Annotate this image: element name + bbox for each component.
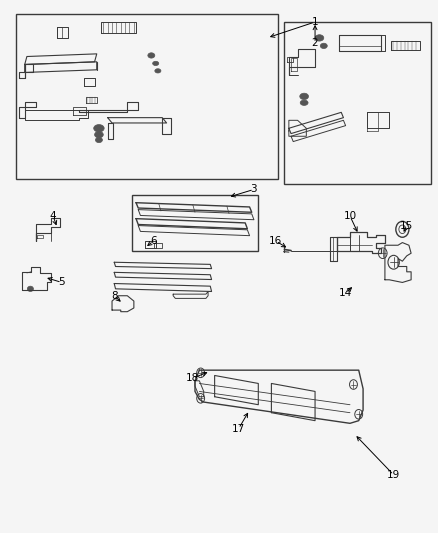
Ellipse shape: [27, 286, 33, 292]
Bar: [132, 195, 258, 251]
Text: 2: 2: [312, 38, 318, 48]
Ellipse shape: [95, 132, 103, 138]
Text: 3: 3: [251, 184, 257, 195]
Ellipse shape: [320, 43, 327, 49]
Ellipse shape: [94, 125, 104, 132]
Text: 14: 14: [339, 288, 352, 298]
Bar: [16, 14, 278, 179]
Ellipse shape: [300, 93, 308, 100]
Ellipse shape: [315, 35, 324, 41]
Text: 1: 1: [312, 17, 318, 27]
Text: 10: 10: [343, 211, 357, 221]
Bar: [285, 22, 431, 184]
Text: 15: 15: [400, 221, 413, 231]
Ellipse shape: [152, 61, 159, 66]
Text: 18: 18: [186, 373, 199, 383]
Ellipse shape: [148, 53, 155, 58]
Text: 16: 16: [269, 236, 283, 246]
Ellipse shape: [155, 69, 161, 73]
Text: 19: 19: [387, 470, 400, 480]
Text: 17: 17: [232, 424, 245, 434]
Text: 6: 6: [150, 236, 157, 246]
Text: 4: 4: [50, 211, 57, 221]
Text: 8: 8: [111, 290, 117, 301]
Ellipse shape: [95, 138, 102, 143]
Text: 5: 5: [59, 278, 65, 287]
Ellipse shape: [300, 100, 308, 106]
